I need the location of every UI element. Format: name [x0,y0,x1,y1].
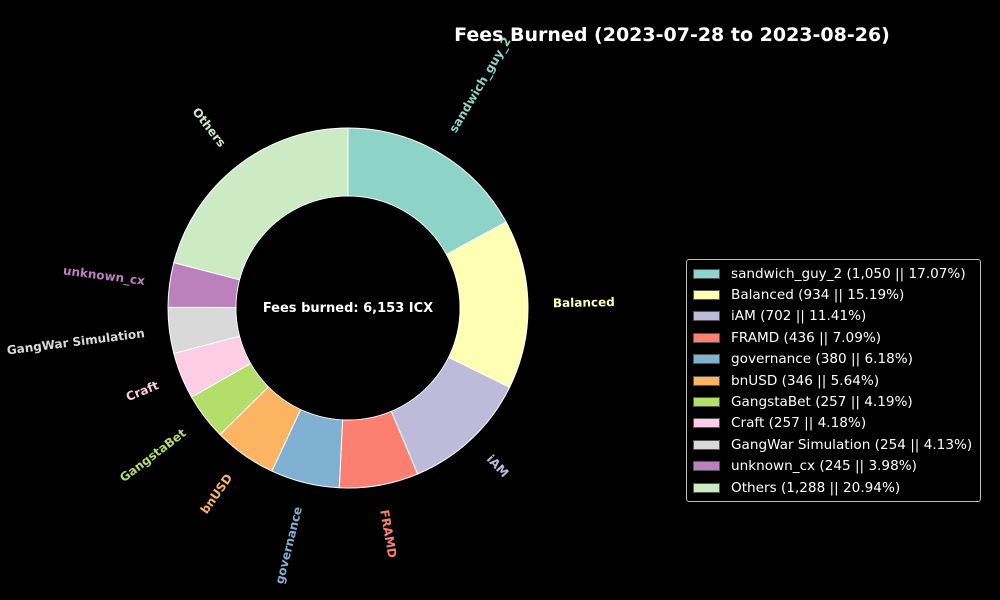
legend-label: GangstaBet (257 || 4.19%) [731,394,913,411]
legend-swatch [693,439,720,450]
legend-item: governance (380 || 6.18%) [687,349,980,370]
slice-label: GangWar Simulation [6,326,145,357]
legend-swatch [693,375,720,386]
legend-item: Balanced (934 || 15.19%) [687,284,980,305]
legend-item: bnUSD (346 || 5.64%) [687,370,980,391]
legend-swatch [693,290,720,301]
legend-swatch [693,332,720,343]
slice-others [173,127,349,281]
legend-item: iAM (702 || 11.41%) [687,306,980,327]
slice-label: GangstaBet [117,426,189,485]
legend-item: Others (1,288 || 20.94%) [687,477,980,498]
legend-label: iAM (702 || 11.41%) [731,308,867,325]
legend-swatch [693,268,720,279]
legend-item: Craft (257 || 4.18%) [687,413,980,434]
legend-label: governance (380 || 6.18%) [731,351,913,368]
legend-swatch [693,482,720,493]
legend-item: unknown_cx (245 || 3.98%) [687,456,980,477]
slice-label: bnUSD [198,471,236,516]
legend-swatch [693,418,720,429]
legend-label: sandwich_guy_2 (1,050 || 17.07%) [731,265,966,282]
legend-label: Balanced (934 || 15.19%) [731,287,905,304]
legend-label: bnUSD (346 || 5.64%) [731,372,880,389]
slice-label: iAM [484,452,512,480]
slice-label: governance [272,505,305,585]
legend-item: FRAMD (436 || 7.09%) [687,327,980,348]
legend-swatch [693,461,720,472]
legend: sandwich_guy_2 (1,050 || 17.07%) Balanced… [686,259,981,503]
slice-label: sandwich_guy_2 [446,35,514,136]
slice-label: Others [190,105,229,150]
legend-label: GangWar Simulation (254 || 4.13%) [731,436,973,453]
slice-label: Balanced [553,295,615,310]
slice-label: unknown_cx [62,263,146,289]
legend-item: GangWar Simulation (254 || 4.13%) [687,434,980,455]
legend-label: FRAMD (436 || 7.09%) [731,329,882,346]
donut-hole [236,196,460,420]
chart-title: Fees Burned (2023-07-28 to 2023-08-26) [454,24,890,46]
slice-label: FRAMD [377,509,399,559]
legend-swatch [693,354,720,365]
slice-label: Craft [124,378,161,404]
legend-label: Others (1,288 || 20.94%) [731,479,901,496]
legend-label: Craft (257 || 4.18%) [731,415,867,432]
legend-swatch [693,311,720,322]
legend-swatch [693,397,720,408]
legend-item: sandwich_guy_2 (1,050 || 17.07%) [687,263,980,284]
legend-item: GangstaBet (257 || 4.19%) [687,391,980,412]
legend-label: unknown_cx (245 || 3.98%) [731,458,917,475]
center-label: Fees burned: 6,153 ICX [263,301,433,316]
